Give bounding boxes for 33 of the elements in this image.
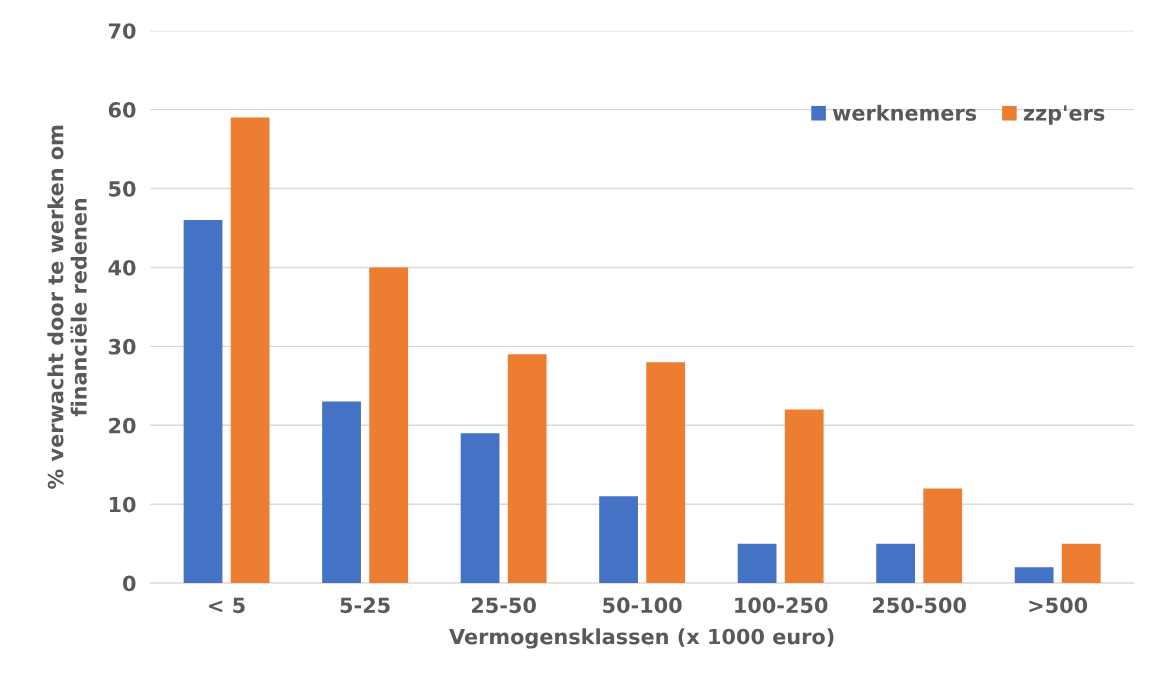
y-tick-label: 60 [108,102,136,118]
legend-label: werknemers [832,104,977,121]
x-tick-label: >500 [1029,597,1088,614]
y-tick-label: 50 [109,180,136,197]
bar [876,543,916,584]
y-tick-label: 30 [108,338,136,355]
y-tick-label: 20 [109,417,136,434]
x-tick-label: 50-100 [603,597,682,614]
x-tick-label: 250-500 [873,597,966,614]
bar [460,433,500,584]
x-tick-label: 100-250 [735,597,828,614]
y-tick-label: 70 [108,23,136,39]
bar [1014,567,1054,584]
y-axis-title: % verwacht door te werken om financiële redenen [47,125,87,489]
bar [322,401,361,584]
x-axis-title: Vermogensklassen (x 1000 euro) [449,628,834,649]
bar [923,488,963,584]
bar [1061,543,1101,584]
bar [369,267,409,584]
bar [230,117,270,584]
bar [784,409,824,584]
y-tick-label: 0 [123,575,136,592]
bar [507,354,547,584]
legend-label: zzp'ers [1023,105,1105,125]
bar [737,543,777,584]
x-tick-label: 5-25 [340,597,390,614]
bar [183,220,223,584]
x-tick-label: < 5 [209,597,245,614]
bar [646,362,686,584]
y-tick-label: 40 [108,259,136,276]
y-tick-label: 10 [109,496,136,513]
x-tick-label: 25-50 [471,597,536,614]
bar [599,496,638,584]
